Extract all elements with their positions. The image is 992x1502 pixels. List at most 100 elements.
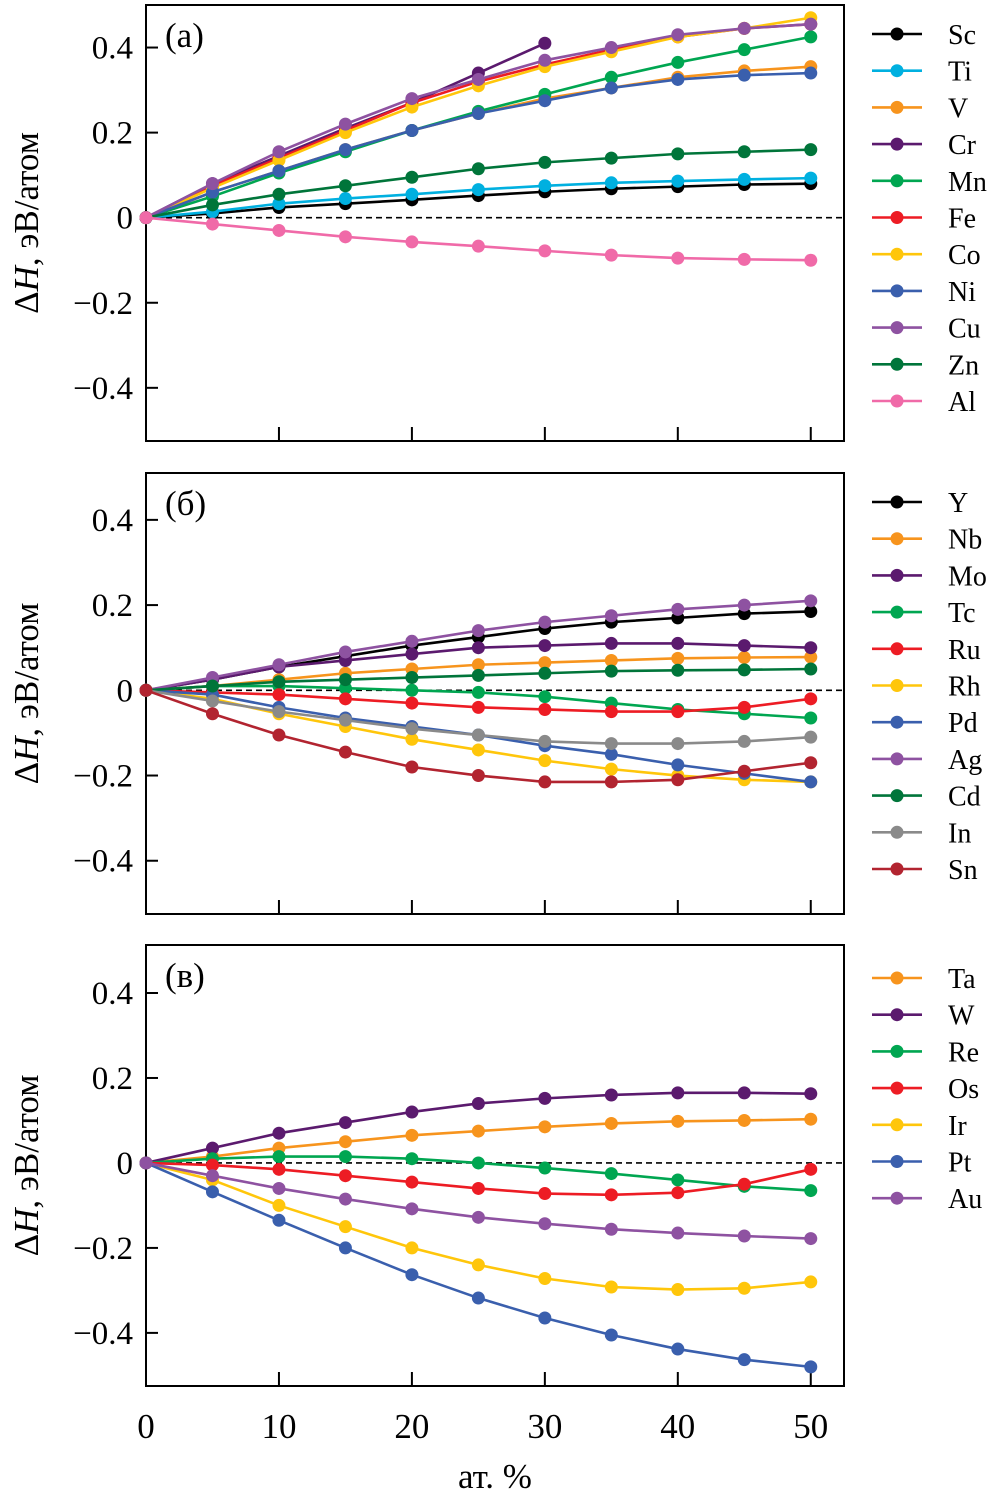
legend-marker [890,642,904,656]
legend-marker [890,971,904,985]
data-point-Tc-25 [471,685,485,699]
data-point-Pt-5 [205,1185,219,1199]
data-point-Ru-35 [604,705,618,719]
legend-label: Ta [948,964,976,995]
legend-item-Co: Co [872,240,981,271]
data-point-Ti-15 [338,192,352,206]
series-Ir [139,1156,818,1297]
legend-item-Nb: Nb [872,525,982,556]
y-tick-label: 0 [117,673,134,709]
data-point-Au-35 [604,1222,618,1236]
data-point-Ir-30 [538,1272,552,1286]
data-point-Ru-25 [471,700,485,714]
data-point-Cu-25 [471,72,485,86]
legend-item-V: V [872,93,968,124]
data-point-Os-10 [272,1162,286,1176]
data-point-Zn-45 [737,145,751,159]
data-point-Ti-10 [272,197,286,211]
legend-marker [890,247,904,261]
data-point-Cu-30 [538,53,552,67]
data-point-Cu-45 [737,21,751,35]
data-point-Ti-40 [671,174,685,188]
y-axis-label: ΔH, эВ/атом [7,603,46,785]
x-tick-label: 50 [793,1407,828,1446]
legend-item-Ni: Ni [872,277,976,308]
data-point-Au-50 [804,1232,818,1246]
y-axis-label: ΔH, эВ/атом [7,132,46,314]
legend-item-Pd: Pd [872,708,978,739]
series-line-Al [145,216,811,262]
data-point-Rh-35 [604,762,618,776]
data-point-Pd-40 [671,758,685,772]
legend-marker [890,357,904,371]
panel-label: (в) [165,956,205,995]
data-point-Ru-40 [671,705,685,719]
data-point-Ta-30 [538,1120,552,1134]
data-point-Zn-50 [804,143,818,157]
data-point-Re-50 [804,1184,818,1198]
legend-marker [890,679,904,692]
data-point-Al-45 [737,252,751,266]
data-point-Pt-50 [804,1360,818,1374]
legend-marker [890,825,904,839]
data-point-Ir-50 [804,1275,818,1289]
legend-marker [890,568,904,582]
data-point-Al-40 [671,251,685,265]
data-point-Al-35 [604,248,618,262]
y-tick-label: 0.2 [92,1061,133,1097]
data-point-Mo-50 [804,641,818,655]
data-point-Tc-30 [538,690,552,704]
data-point-Re-10 [272,1150,286,1164]
data-point-Mo-30 [538,639,552,653]
data-point-In-40 [671,737,685,751]
data-point-Sn-25 [471,769,485,783]
legend-marker [890,495,904,509]
data-point-Rh-20 [405,732,419,746]
data-point-Ag-45 [737,598,751,612]
legend-label: Zn [948,350,979,381]
data-point-Os-20 [405,1175,419,1189]
legend-label: Cu [948,314,981,345]
legend-label: Tc [948,598,976,629]
data-point-Zn-30 [538,155,552,169]
legend-marker [890,27,904,41]
data-point-Os-45 [737,1177,751,1191]
legend-marker [890,321,904,335]
legend-label: Ir [948,1111,967,1142]
legend-marker [890,862,904,876]
data-point-Ag-15 [338,645,352,659]
legend-marker [890,1008,904,1022]
data-point-Pd-50 [804,775,818,789]
data-point-Au-20 [405,1202,419,1216]
data-point-Rh-25 [471,743,485,757]
x-tick-label: 0 [137,1407,155,1446]
y-tick-label: 0.4 [92,31,133,67]
data-point-Zn-20 [405,170,419,184]
data-point-Pd-35 [604,747,618,761]
data-point-Mn-50 [804,30,818,44]
data-point-Re-25 [471,1156,485,1170]
y-axis-label-delta: Δ [7,291,46,314]
data-point-Cd-25 [471,668,485,682]
legend-label: Nb [948,525,982,556]
y-axis-label-delta: Δ [7,1234,46,1257]
data-point-Ir-35 [604,1280,618,1294]
legend-label: Os [948,1074,979,1105]
legend-label: W [948,1001,975,1032]
data-point-Cu-20 [405,92,419,106]
data-point-Re-15 [338,1150,352,1164]
data-point-Ir-25 [471,1258,485,1272]
data-point-Pt-10 [272,1213,286,1227]
legend-marker [890,1118,904,1132]
y-tick-label: −0.2 [73,1231,133,1267]
data-point-Ir-10 [272,1198,286,1212]
data-point-Cu-5 [205,177,219,191]
y-axis-label-variable: H [7,264,46,292]
data-point-Cu-35 [604,41,618,55]
legend-label: Pt [948,1148,972,1179]
data-point-Ag-40 [671,602,685,616]
legend-marker [890,64,904,78]
data-point-Cd-50 [804,662,818,676]
data-point-Os-5 [205,1158,219,1172]
data-point-Pt-40 [671,1342,685,1356]
